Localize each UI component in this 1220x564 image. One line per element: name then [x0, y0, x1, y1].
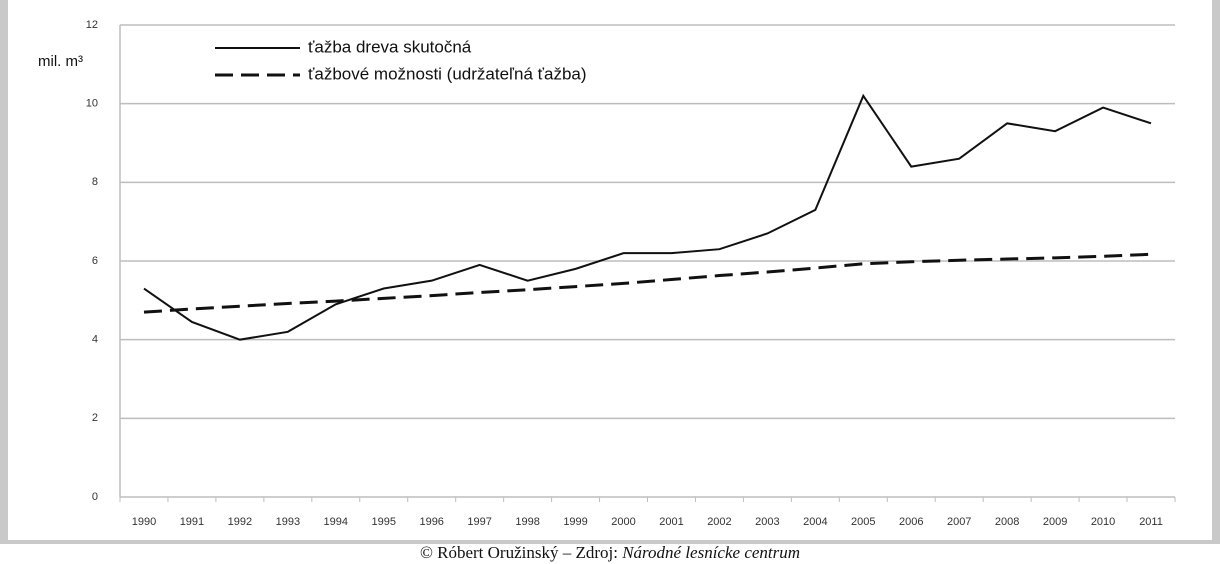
x-tick-label: 1996 [419, 516, 443, 528]
x-tick-label: 1997 [467, 516, 491, 528]
x-tick-label: 2003 [755, 516, 779, 528]
x-tick-label: 1992 [228, 516, 252, 528]
x-tick-label: 2009 [1043, 516, 1067, 528]
legend-label: ťažba dreva skutočná [308, 37, 472, 56]
y-tick-label: 4 [92, 334, 98, 346]
series-line [143, 93, 1152, 341]
x-tick-label: 2000 [611, 516, 635, 528]
x-tick-label: 2010 [1091, 516, 1115, 528]
legend-label: ťažbové možnosti (udržateľná ťažba) [308, 64, 587, 83]
x-tick-label: 2001 [659, 516, 683, 528]
x-tick-label: 1991 [180, 516, 204, 528]
y-tick-label: 12 [86, 19, 98, 31]
x-tick-label: 1999 [563, 516, 587, 528]
y-tick-label: 2 [92, 412, 98, 424]
x-tick-label: 2004 [803, 516, 827, 528]
x-tick-label: 1994 [324, 516, 348, 528]
series-line [143, 252, 1152, 314]
x-tick-label: 2002 [707, 516, 731, 528]
y-tick-label: 8 [92, 176, 98, 188]
x-tick-label: 1993 [276, 516, 300, 528]
y-tick-label: 0 [92, 491, 98, 503]
y-tick-label: 6 [92, 255, 98, 267]
caption: © Róbert Oružinský – Zdroj: Národné lesn… [0, 544, 1220, 564]
caption-text: © Róbert Oružinský – Zdroj: [419, 543, 623, 562]
y-tick-label: 10 [86, 98, 98, 110]
caption-source: Národné lesnícke centrum [622, 543, 801, 562]
x-tick-label: 2006 [899, 516, 923, 528]
chart: mil. m³ 0 2 4 6 8 10 12 1990 1991 1992 1993 1994 199… [8, 0, 1212, 540]
x-tick-label: 2007 [947, 516, 971, 528]
x-tick-label: 1990 [132, 516, 156, 528]
x-tick-label: 2008 [995, 516, 1019, 528]
x-tick-label: 1995 [372, 516, 396, 528]
x-tick-label: 1998 [515, 516, 539, 528]
x-tick-label: 2005 [851, 516, 875, 528]
y-axis-label: mil. m³ [38, 53, 83, 70]
x-tick-label: 2011 [1139, 516, 1163, 528]
